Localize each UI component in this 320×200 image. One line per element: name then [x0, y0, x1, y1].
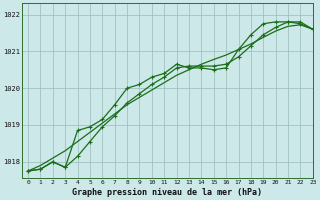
- X-axis label: Graphe pression niveau de la mer (hPa): Graphe pression niveau de la mer (hPa): [72, 188, 262, 197]
